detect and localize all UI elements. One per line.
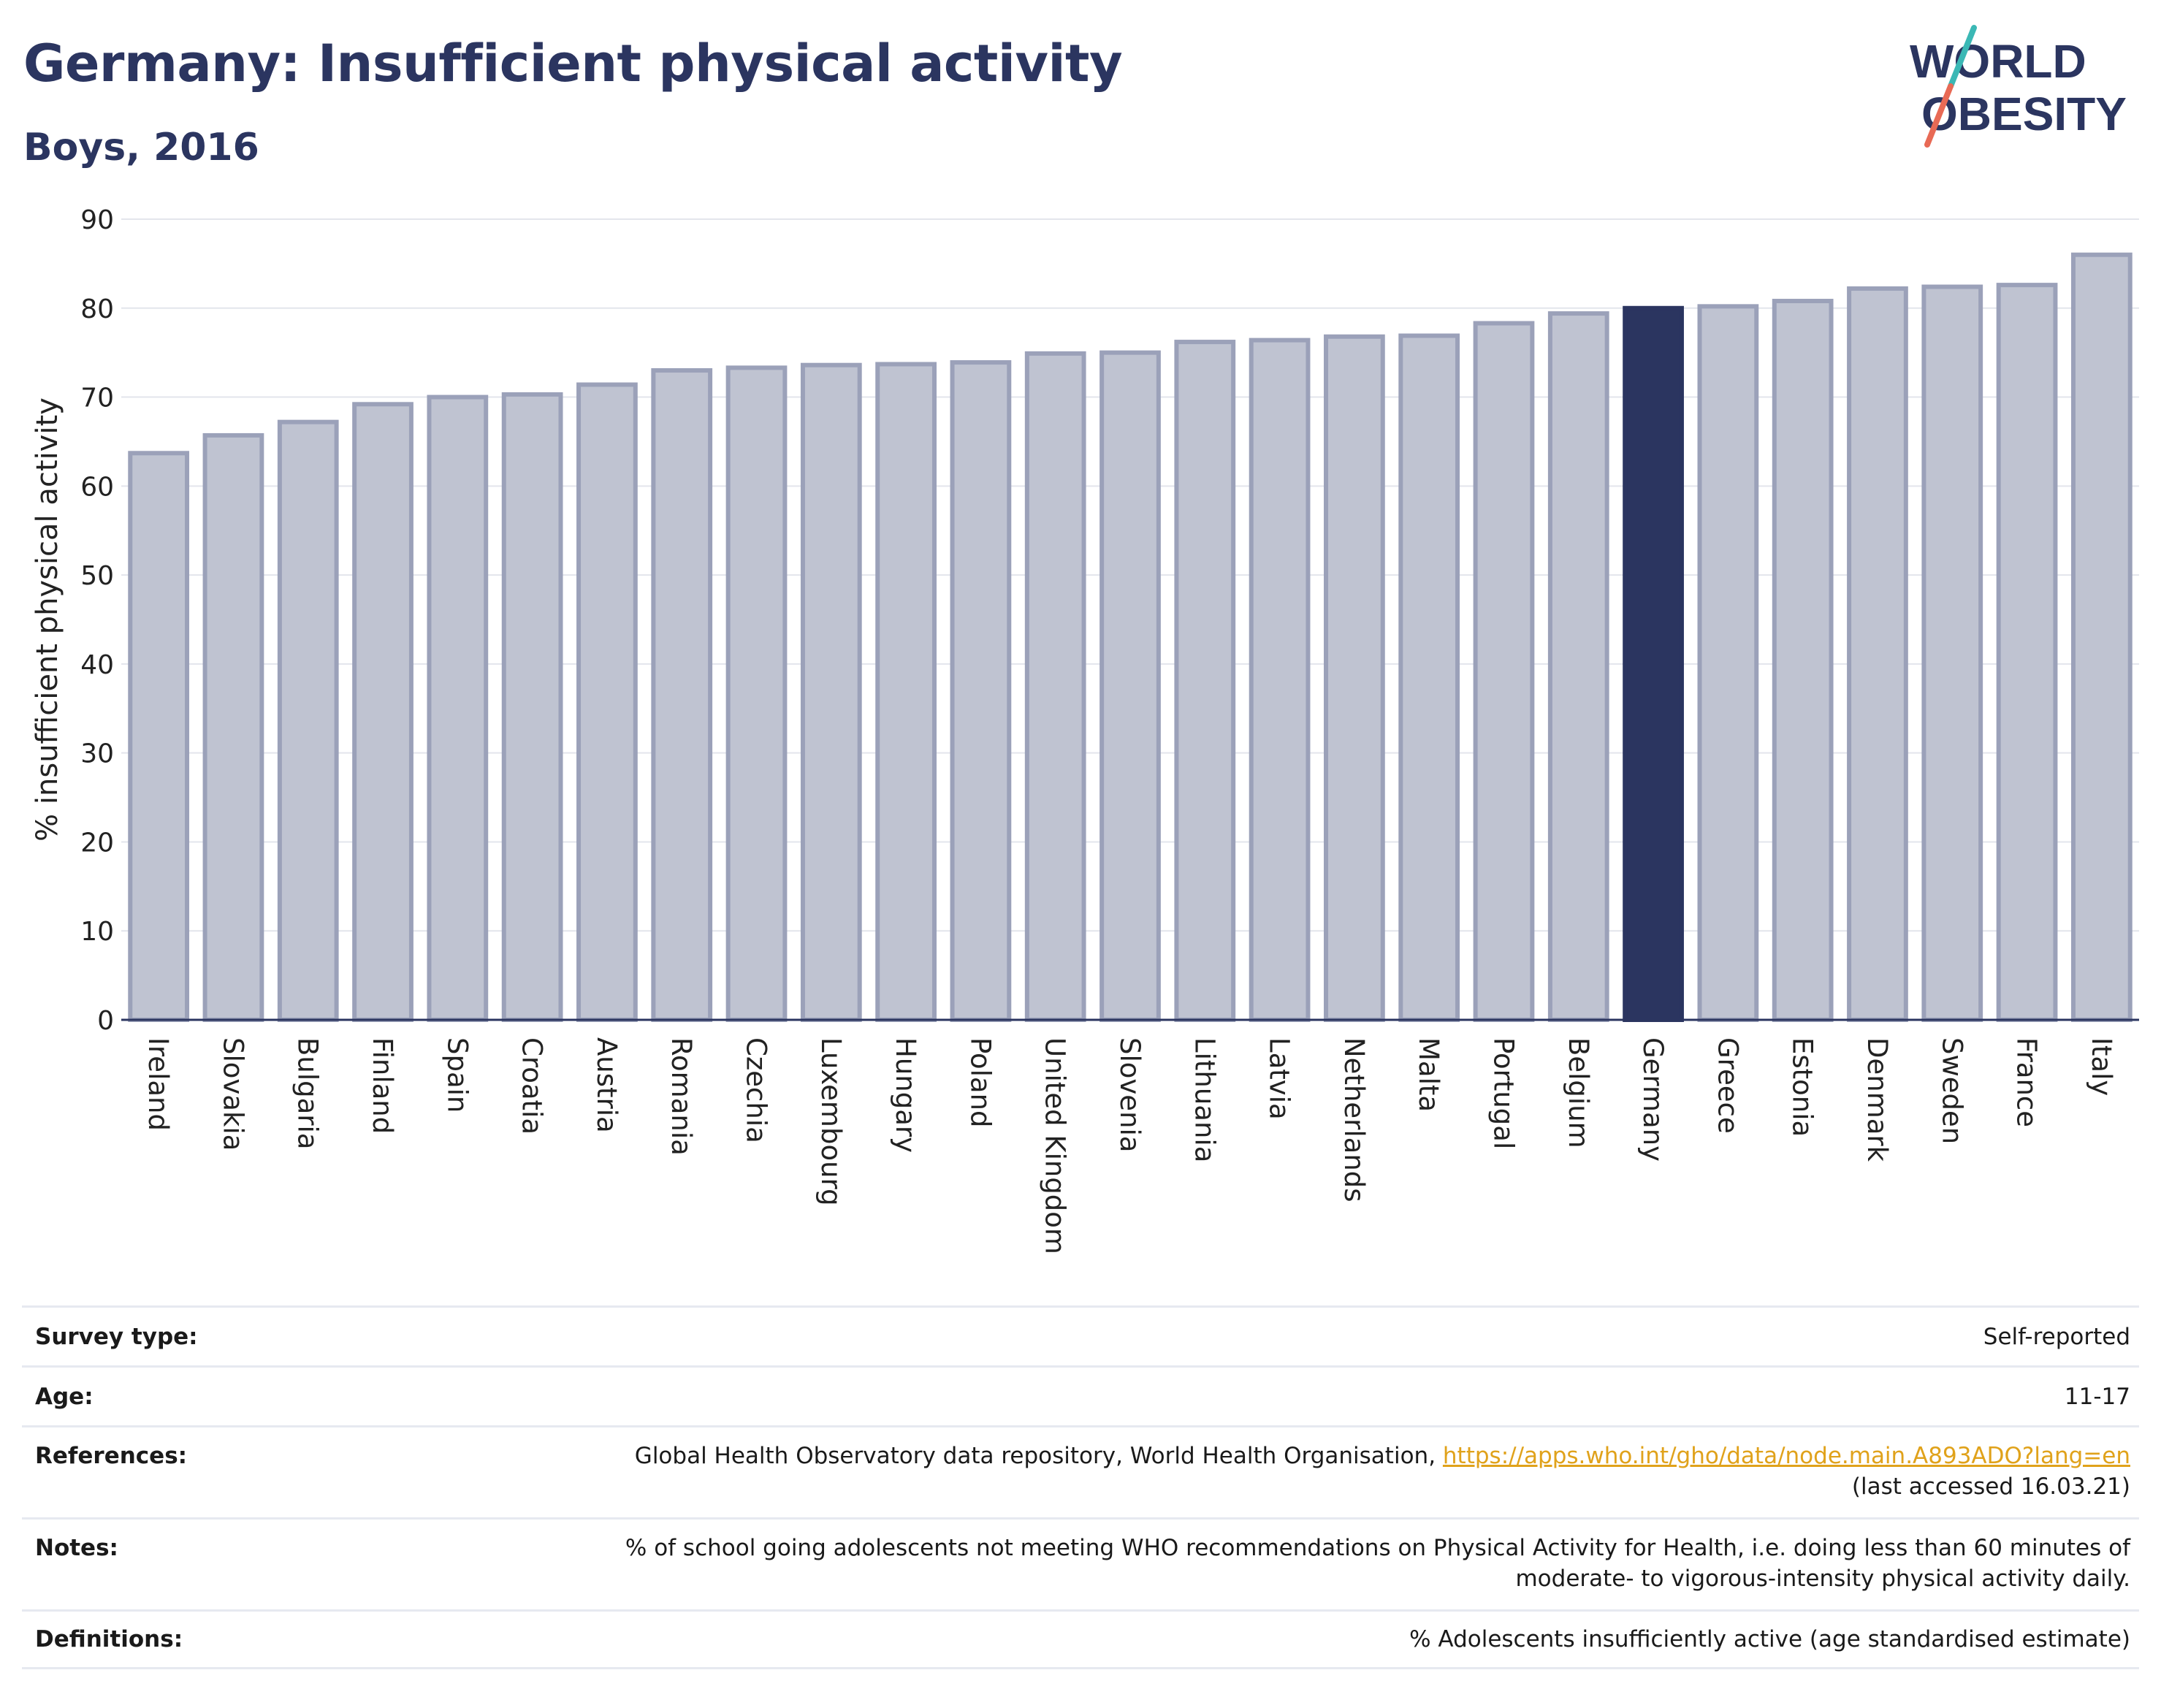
x-tick-label: Latvia (1264, 1037, 1295, 1120)
page-subtitle: Boys, 2016 (23, 126, 259, 169)
x-tick-label: United Kingdom (1040, 1037, 1071, 1254)
references-text: Global Health Observatory data repositor… (634, 1443, 1443, 1469)
references-label: References: (35, 1443, 188, 1469)
definitions-row: Definitions: % Adolescents insufficientl… (22, 1609, 2139, 1669)
x-tick-label: Austria (591, 1037, 622, 1133)
x-tick-label: Romania (666, 1037, 697, 1156)
bar-poland (950, 360, 1012, 1023)
survey-type-value: Self-reported (1983, 1323, 2130, 1350)
x-tick-label: Italy (2086, 1037, 2117, 1096)
notes-row: Notes: % of school going adolescents not… (22, 1517, 2139, 1609)
x-axis-ticks: Ireland Slovakia Bulgaria Finland Spain Croat… (142, 1037, 2117, 1254)
x-tick-label: Spain (441, 1037, 473, 1113)
y-tick-label: 20 (80, 828, 114, 858)
bar-lithuania (1174, 340, 1236, 1022)
bar-malta (1398, 333, 1460, 1023)
age-value: 11-17 (2064, 1383, 2130, 1410)
x-tick-label: Slovenia (1114, 1037, 1146, 1152)
survey-type-row: Survey type: Self-reported (22, 1305, 2139, 1365)
x-tick-label: Denmark (1861, 1037, 1893, 1162)
x-tick-label: Finland (367, 1037, 398, 1134)
x-tick-label: Czechia (741, 1037, 772, 1143)
x-tick-label: Portugal (1487, 1037, 1519, 1149)
bar-romania (651, 368, 713, 1022)
y-tick-label: 80 (80, 294, 114, 324)
y-tick-label: 90 (80, 205, 114, 235)
bar-greece (1697, 304, 1759, 1022)
y-tick-label: 0 (97, 1006, 114, 1036)
y-axis-ticks: 0 10 20 30 40 50 60 70 80 90 (80, 205, 114, 1036)
y-axis-label: % insufficient physical activity (31, 397, 64, 842)
bar-croatia (501, 392, 563, 1022)
x-tick-label: Greece (1712, 1037, 1743, 1134)
notes-label: Notes: (35, 1535, 118, 1561)
notes-line-1: % of school going adolescents not meetin… (625, 1535, 2130, 1561)
bar-hungary (875, 362, 937, 1022)
y-tick-label: 30 (80, 739, 114, 769)
x-tick-label: Ireland (142, 1037, 174, 1131)
notes-line-2: moderate- to vigorous-intensity physical… (1515, 1566, 2130, 1592)
x-tick-label: Malta (1413, 1037, 1444, 1112)
bar-finland (352, 402, 413, 1022)
x-tick-label: Belgium (1563, 1037, 1594, 1148)
bar-estonia (1772, 299, 1834, 1022)
y-tick-label: 50 (80, 561, 114, 591)
references-row: References: Global Health Observatory da… (22, 1425, 2139, 1517)
bar-slovakia (202, 432, 264, 1022)
page-title: Germany: Insufficient physical activity (23, 34, 1123, 94)
references-value: Global Health Observatory data repositor… (635, 1441, 2139, 1517)
y-tick-label: 70 (80, 384, 114, 413)
references-accessed: (last accessed 16.03.21) (1851, 1473, 2130, 1500)
bar-czechia (725, 365, 788, 1022)
bar-denmark (1847, 286, 1908, 1022)
x-tick-label: Luxembourg (815, 1037, 847, 1206)
svg-text:WORLD: WORLD (1910, 35, 2086, 88)
survey-type-label: Survey type: (35, 1323, 198, 1350)
y-tick-label: 10 (80, 917, 114, 947)
y-tick-label: 40 (80, 650, 114, 680)
bar-united-kingdom (1024, 351, 1086, 1022)
definitions-value: % Adolescents insufficiently active (age… (1409, 1626, 2130, 1652)
definitions-label: Definitions: (35, 1626, 183, 1652)
y-tick-label: 60 (80, 472, 114, 502)
svg-text:OBESITY: OBESITY (1921, 88, 2127, 140)
x-tick-label: Poland (964, 1037, 996, 1128)
bars (128, 252, 2133, 1023)
bar-portugal (1473, 321, 1535, 1023)
x-tick-label: Lithuania (1189, 1037, 1220, 1162)
bar-latvia (1249, 338, 1311, 1022)
x-tick-label: Slovakia (217, 1037, 248, 1151)
bar-belgium (1547, 311, 1609, 1022)
x-tick-label: France (2011, 1037, 2043, 1127)
x-tick-label: Hungary (890, 1037, 921, 1153)
bar-ireland (128, 451, 190, 1022)
references-link[interactable]: https://apps.who.int/gho/data/node.main.… (1442, 1443, 2130, 1469)
bar-netherlands (1324, 334, 1385, 1023)
bar-luxembourg (800, 362, 862, 1022)
bar-austria (576, 382, 638, 1022)
bar-spain (427, 394, 489, 1022)
bar-chart: 0 10 20 30 40 50 60 70 80 90 Ireland Slovakia Bulga… (31, 205, 2139, 1254)
bar-france (1996, 283, 2058, 1023)
bar-slovenia (1099, 350, 1161, 1022)
bar-bulgaria (277, 419, 339, 1022)
bar-germany (1623, 305, 1684, 1022)
x-tick-label: Netherlands (1338, 1037, 1370, 1202)
x-tick-label: Sweden (1936, 1037, 1967, 1144)
bar-sweden (1921, 284, 1983, 1023)
notes-value: % of school going adolescents not meetin… (625, 1533, 2139, 1609)
age-label: Age: (35, 1383, 94, 1410)
bar-italy (2070, 252, 2133, 1023)
x-tick-label: Croatia (517, 1037, 548, 1135)
world-obesity-logo: WORLD OBESITY (1910, 25, 2127, 148)
info-table: Survey type: Self-reported Age: 11-17 Re… (22, 1305, 2139, 1669)
age-row: Age: 11-17 (22, 1365, 2139, 1425)
x-tick-label: Estonia (1787, 1037, 1818, 1137)
x-tick-label: Bulgaria (292, 1037, 324, 1149)
x-tick-label: Germany (1637, 1037, 1669, 1162)
